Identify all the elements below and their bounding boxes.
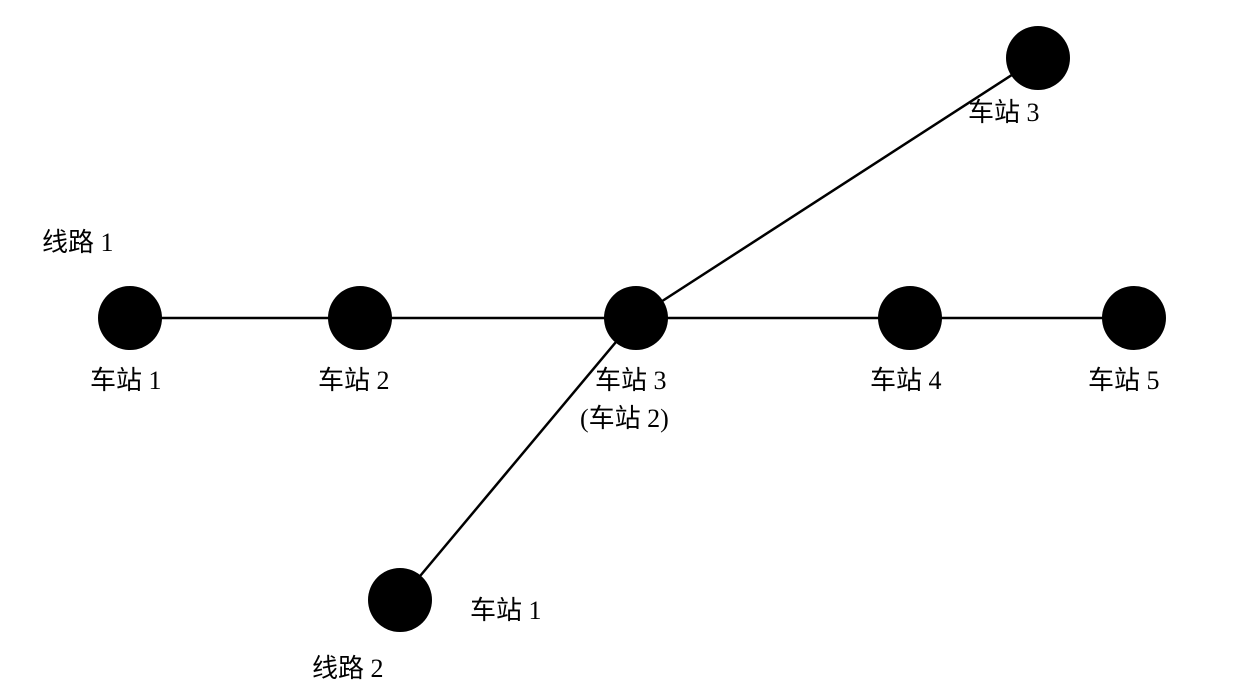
- node-l2s3: [1006, 26, 1070, 90]
- node-l2s1: [368, 568, 432, 632]
- label-l1s3-label-a: 车站 3: [595, 360, 667, 397]
- label-line2: 线路 2: [312, 648, 384, 685]
- diagram-canvas: 线路 1车站 1车站 2车站 3(车站 2)车站 4车站 5车站 3车站 1线路…: [0, 0, 1239, 698]
- node-l1s2: [328, 286, 392, 350]
- label-l1s2-label: 车站 2: [318, 360, 390, 397]
- label-l2s1-label: 车站 1: [470, 590, 542, 627]
- label-l1s1-label: 车站 1: [90, 360, 162, 397]
- edges-layer: [0, 0, 1239, 698]
- node-l1s3: [604, 286, 668, 350]
- label-l2s3-label: 车站 3: [968, 92, 1040, 129]
- label-l1s4-label: 车站 4: [870, 360, 942, 397]
- node-l1s4: [878, 286, 942, 350]
- node-l1s1: [98, 286, 162, 350]
- node-l1s5: [1102, 286, 1166, 350]
- label-l1s5-label: 车站 5: [1088, 360, 1160, 397]
- label-line1: 线路 1: [42, 222, 114, 259]
- label-l1s3-label-b: (车站 2): [580, 398, 669, 435]
